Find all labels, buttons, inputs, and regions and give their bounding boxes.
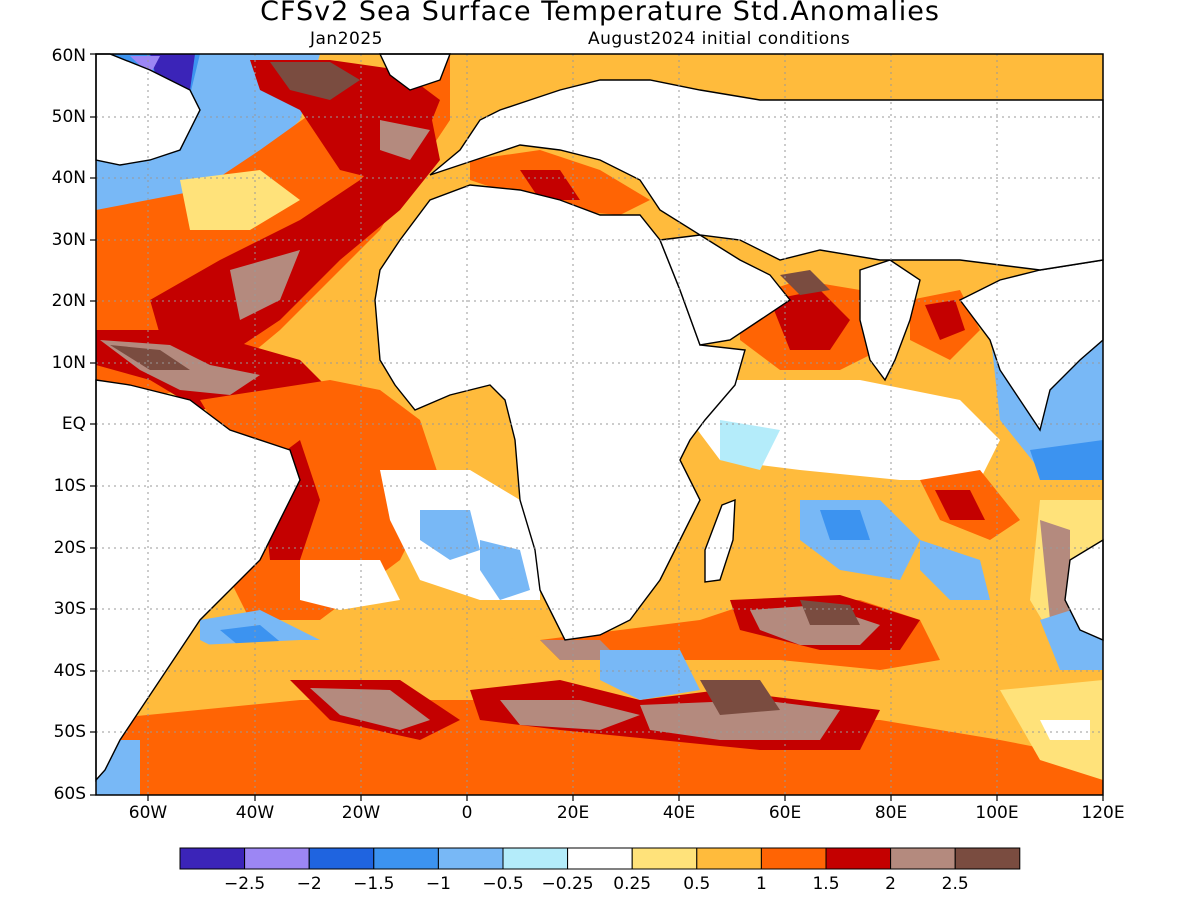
- colorbar-swatch: [179, 847, 246, 870]
- map-frame: [95, 53, 1104, 796]
- lat-label: 10N: [51, 353, 86, 373]
- chart-title: CFSv2 Sea Surface Temperature Std.Anomal…: [260, 0, 940, 27]
- colorbar-label: 1.5: [812, 874, 839, 894]
- lon-label: 120E: [1081, 803, 1125, 823]
- colorbar-label: 2: [885, 874, 896, 894]
- colorbar-swatch: [308, 847, 375, 870]
- lon-label: 60W: [128, 803, 168, 823]
- colorbar-swatch: [825, 847, 892, 870]
- axis-ticks: [90, 53, 1104, 801]
- initial-conditions-label: August2024 initial conditions: [588, 29, 851, 49]
- lat-label: 60S: [53, 784, 86, 804]
- colorbar-swatch: [502, 847, 569, 870]
- colorbar-swatch: [567, 847, 633, 870]
- lat-label: 40N: [51, 168, 86, 188]
- colorbar-swatch: [890, 847, 956, 870]
- colorbar-label: −1.5: [353, 874, 394, 894]
- colorbar-label: 2.5: [942, 874, 969, 894]
- colorbar-label: 0.25: [613, 874, 651, 894]
- lat-label: 50N: [51, 107, 86, 127]
- colorbar-label: −0.25: [542, 874, 594, 894]
- colorbar-label: −0.5: [482, 874, 523, 894]
- lat-label: 30S: [53, 599, 86, 619]
- lat-label: 30N: [51, 230, 86, 250]
- lon-label: 0: [461, 803, 473, 823]
- colorbar-label: 0.5: [683, 874, 710, 894]
- lat-label: 50S: [53, 722, 86, 742]
- colorbar-label: −2: [297, 874, 322, 894]
- colorbar-swatch: [437, 847, 504, 870]
- colorbar: −2.5 −2 −1.5 −1 −0.5 −0.25 0.25 0.5 1 1.5 2 2.5: [179, 847, 1021, 894]
- lon-label: 40E: [662, 803, 696, 823]
- land-masses: [95, 53, 1104, 782]
- colorbar-swatch: [696, 847, 762, 870]
- lon-label: 60E: [768, 803, 802, 823]
- colorbar-swatch: [244, 847, 310, 870]
- lat-label: 20N: [51, 291, 86, 311]
- colorbar-swatch: [954, 847, 1021, 870]
- colorbar-label: −1: [426, 874, 451, 894]
- colorbar-label: −2.5: [224, 874, 265, 894]
- colorbar-swatch: [631, 847, 698, 870]
- colorbar-swatch: [760, 847, 827, 870]
- target-month-label: Jan2025: [310, 29, 383, 49]
- lat-label: 10S: [53, 476, 86, 496]
- lat-label: EQ: [61, 414, 86, 434]
- lon-label: 80E: [874, 803, 908, 823]
- lat-label: 40S: [53, 661, 86, 681]
- lat-label: 20S: [53, 538, 86, 558]
- lon-label: 40W: [235, 803, 275, 823]
- colorbar-swatch: [373, 847, 439, 870]
- lon-label: 20W: [341, 803, 381, 823]
- colorbar-label: 1: [756, 874, 767, 894]
- lon-label: 100E: [975, 803, 1019, 823]
- lon-label: 20E: [556, 803, 590, 823]
- lat-label: 60N: [51, 46, 86, 66]
